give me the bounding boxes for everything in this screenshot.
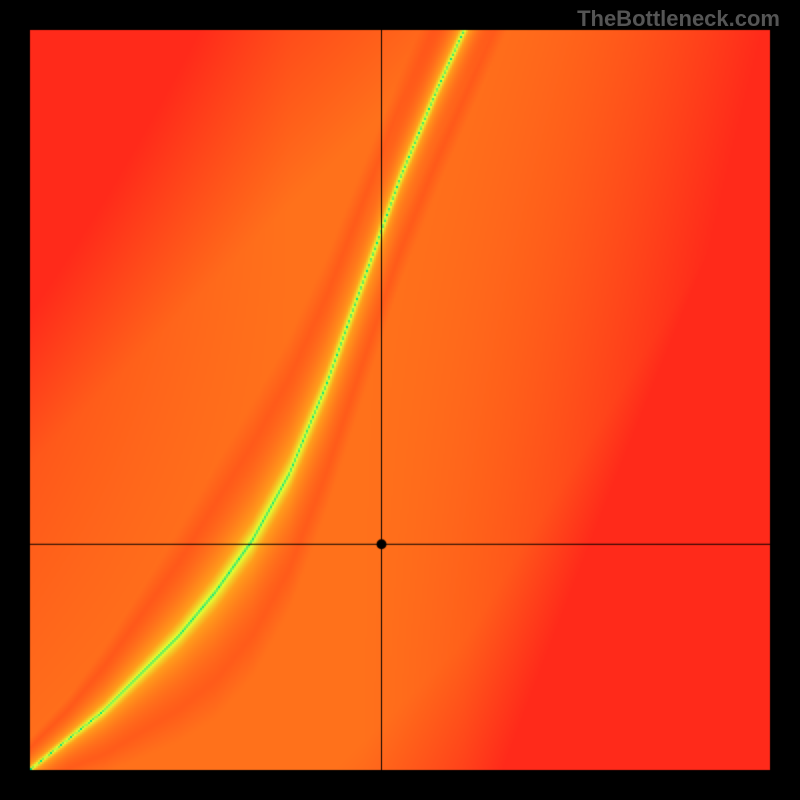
watermark-text: TheBottleneck.com xyxy=(577,6,780,32)
chart-container: TheBottleneck.com xyxy=(0,0,800,800)
bottleneck-heatmap-canvas xyxy=(0,0,800,800)
